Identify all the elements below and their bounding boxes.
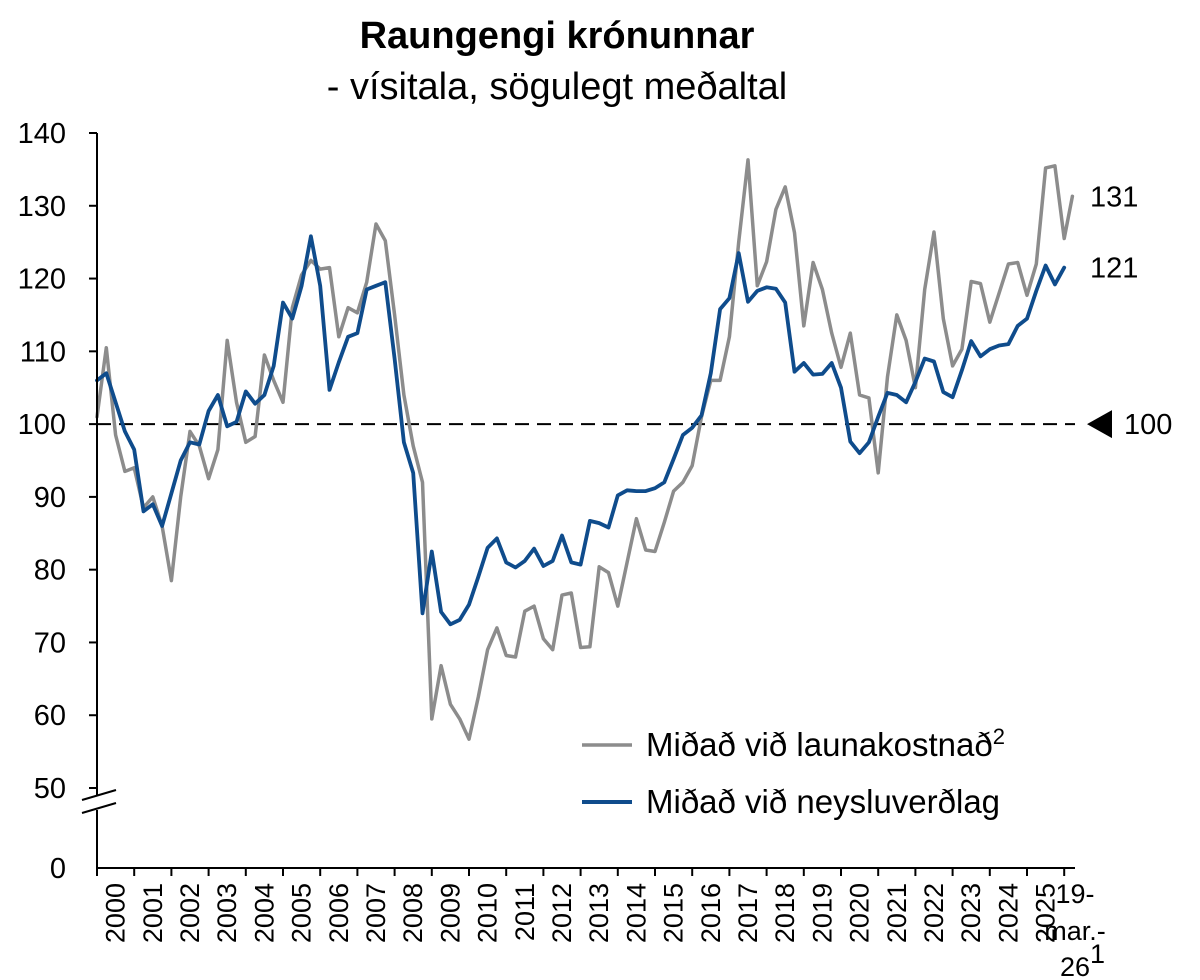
- x-tick-label: 2009: [435, 883, 465, 943]
- x-tick-label: 2001: [138, 883, 168, 943]
- y-tick-label: 100: [18, 409, 66, 441]
- x-tick-label: 2020: [845, 883, 875, 943]
- x-tick-label: 2008: [398, 883, 428, 943]
- chart-title: Raungengi krónunnar: [360, 15, 755, 57]
- labels: 2000 2001 2002 2003 2004 2005 2006 2007 2008 2009…: [101, 879, 1106, 980]
- y-tick-label: 140: [18, 118, 66, 150]
- y-tick-label: 50: [34, 773, 66, 805]
- x-tick-label: 2014: [621, 883, 651, 943]
- x-tick-label: 2019: [807, 883, 837, 943]
- x-tick-label: 2023: [956, 883, 986, 943]
- chart-subtitle: - vísitala, sögulegt meðaltal: [327, 66, 787, 108]
- y-tick-label: 130: [18, 191, 66, 223]
- x-tick-label: 2015: [659, 883, 689, 943]
- axis-break-mark-lower: [81, 802, 117, 814]
- y-tick-label: 0: [50, 853, 66, 885]
- x-tick-label: 2010: [473, 883, 503, 943]
- x-tick-label: 2000: [101, 883, 131, 943]
- x-tick-label: 2022: [919, 883, 949, 943]
- axes: 0 50 60 70 80 90 100 110 120 130 140: [18, 118, 1075, 885]
- x-tick-label: 2003: [212, 883, 242, 943]
- series-end-label-1: 131: [1090, 181, 1138, 213]
- y-tick-label: 120: [18, 264, 66, 296]
- x-last-tick-label: mar.-: [1044, 916, 1106, 946]
- legend: Miðað við launakostnað2 Miðað við neysluv…: [582, 724, 1005, 820]
- series-line-1: [95, 158, 1075, 741]
- legend-footnote-mark: 2: [993, 724, 1005, 749]
- y-tick-label: 60: [34, 700, 66, 732]
- axis-break-mark-upper: [81, 789, 117, 801]
- y-tick-label: 70: [34, 627, 66, 659]
- reference-line-label: 100: [1124, 409, 1172, 441]
- plot-area: 100: [97, 409, 1172, 441]
- x-tick-label: 2025: [1031, 883, 1061, 943]
- x-tick-label: 2024: [993, 883, 1023, 943]
- x-tick-label: 2002: [175, 883, 205, 943]
- x-tick-label: 2018: [770, 883, 800, 943]
- x-last-tick-footnote: 1: [1090, 939, 1105, 969]
- legend-label-2: Miðað við neysluverðlag: [646, 783, 1000, 820]
- x-tick-label: 2016: [696, 883, 726, 943]
- y-tick-label: 80: [34, 555, 66, 587]
- series-group: 131 121: [95, 158, 1138, 741]
- x-tick-label: 2005: [287, 883, 317, 943]
- legend-label-1: Miðað við launakostnað2: [646, 724, 1005, 763]
- x-tick-label: 2013: [584, 883, 614, 943]
- x-last-tick-label: 19-: [1055, 879, 1094, 909]
- x-tick-label: 2017: [733, 883, 763, 943]
- x-tick-label: 2012: [547, 883, 577, 943]
- x-last-tick-label: 26: [1060, 952, 1090, 980]
- y-tick-label: 110: [20, 336, 66, 368]
- x-tick-label: 2007: [361, 883, 391, 943]
- x-tick-label: 2006: [324, 883, 354, 943]
- series-line-2: [95, 234, 1067, 627]
- series-end-label-2: 121: [1090, 253, 1138, 285]
- x-tick-label: 2004: [249, 883, 279, 943]
- y-tick-label: 90: [34, 482, 66, 514]
- x-tick-label: 2021: [882, 883, 912, 943]
- x-tick-label: 2011: [510, 883, 540, 941]
- reference-arrow-icon: [1087, 410, 1112, 439]
